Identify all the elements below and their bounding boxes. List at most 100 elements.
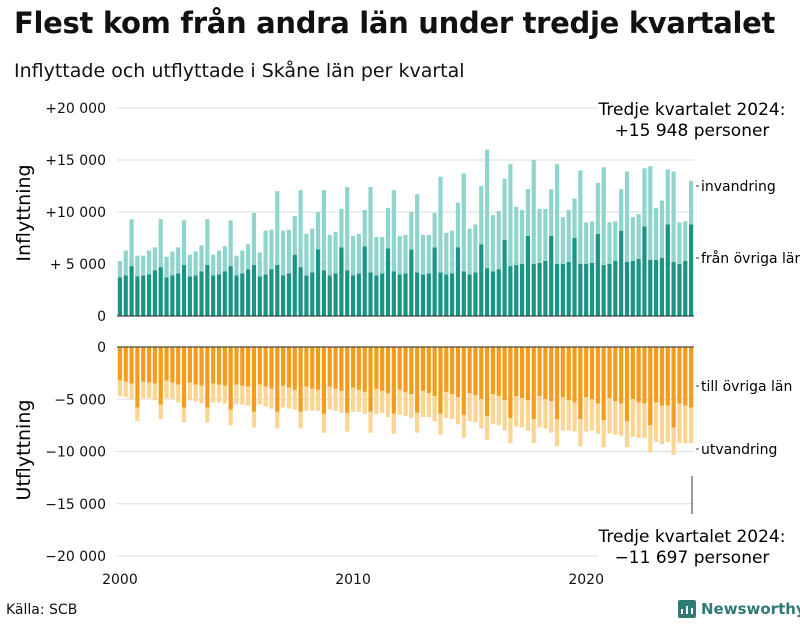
bar-out-foreign <box>484 415 490 441</box>
bar-out-domestic <box>636 347 641 403</box>
bar-out-foreign <box>438 413 443 435</box>
bar-out-foreign <box>619 403 624 436</box>
bar-out-foreign <box>444 391 449 419</box>
bar-in-domestic <box>595 233 600 316</box>
bar-out-foreign <box>671 427 676 455</box>
bar-out-domestic <box>677 347 682 404</box>
bar-in-foreign <box>362 209 367 247</box>
bar-in-foreign <box>484 149 490 269</box>
bar-in-domestic <box>327 275 332 316</box>
bar-out-domestic <box>659 347 665 406</box>
bar-out-domestic <box>502 347 507 401</box>
bar-out-foreign <box>531 419 536 444</box>
bar-out-domestic <box>543 347 548 400</box>
bar-in-domestic <box>438 272 443 316</box>
bar-in-domestic <box>310 272 315 316</box>
bar-out-foreign <box>350 387 356 412</box>
bar-in-foreign <box>146 250 152 275</box>
bar-out-foreign <box>601 420 606 448</box>
bar-out-domestic <box>292 347 297 390</box>
legend-label-till-ovriga-lan: till övriga län <box>701 379 792 395</box>
bar-in-foreign <box>281 230 286 276</box>
bar-in-domestic <box>117 277 123 316</box>
bar-in-foreign <box>578 170 583 264</box>
bar-in-foreign <box>455 202 461 248</box>
bar-in-foreign <box>374 236 379 276</box>
bar-out-domestic <box>461 347 466 415</box>
x-tick-label: 2000 <box>102 572 138 588</box>
bar-out-domestic <box>601 347 606 421</box>
bar-in-domestic <box>374 275 379 316</box>
bar-in-domestic <box>350 275 356 316</box>
legend-label-fran-ovriga-lan: från övriga län <box>701 250 800 267</box>
bar-in-domestic <box>519 264 525 316</box>
bar-in-domestic <box>514 265 519 316</box>
bar-out-domestic <box>234 347 239 385</box>
bar-in-domestic <box>496 269 501 316</box>
bar-in-domestic <box>199 271 204 316</box>
bar-in-foreign <box>117 260 123 278</box>
bar-out-foreign <box>304 386 309 411</box>
y-tick-label-in: 0 <box>97 309 106 325</box>
bar-out-foreign <box>251 411 257 428</box>
bar-out-domestic <box>496 347 501 397</box>
bar-out-foreign <box>240 385 245 405</box>
bar-out-domestic <box>205 347 210 408</box>
bar-in-domestic <box>193 275 198 316</box>
bar-out-domestic <box>187 347 192 383</box>
bar-in-foreign <box>380 236 385 274</box>
bar-out-foreign <box>514 396 519 427</box>
bar-out-domestic <box>490 347 496 395</box>
inflow-y-ticks: 0 + 5 000 +10 000 +15 000 +20 000 <box>45 101 106 325</box>
bar-in-domestic <box>619 230 624 316</box>
bar-in-domestic <box>584 264 589 316</box>
bar-in-foreign <box>566 209 571 262</box>
bar-in-domestic <box>380 273 385 316</box>
bar-in-domestic <box>665 224 670 316</box>
bar-out-foreign <box>397 389 402 415</box>
bar-out-domestic <box>321 347 327 414</box>
bar-in-domestic <box>263 274 268 316</box>
bar-out-foreign <box>688 407 694 444</box>
bar-out-foreign <box>636 402 641 438</box>
bar-in-domestic <box>415 272 420 316</box>
bar-in-domestic <box>630 260 635 316</box>
bar-out-foreign <box>385 392 391 418</box>
annotation-inflow: Tredje kvartalet 2024: +15 948 personer <box>598 97 785 141</box>
bar-out-foreign <box>607 398 612 434</box>
bar-in-foreign <box>438 176 443 273</box>
bar-out-foreign <box>525 400 530 431</box>
bar-in-domestic <box>385 248 391 316</box>
bar-out-foreign <box>205 407 210 423</box>
bar-in-foreign <box>181 220 187 266</box>
bar-out-domestic <box>281 347 286 386</box>
bar-in-foreign <box>642 168 647 227</box>
bar-out-domestic <box>228 347 233 410</box>
bar-in-domestic <box>211 275 216 316</box>
bar-out-domestic <box>350 347 356 388</box>
bar-in-domestic <box>502 240 507 316</box>
bar-out-foreign <box>141 381 146 399</box>
bar-out-foreign <box>222 385 227 404</box>
bar-in-domestic <box>251 265 257 316</box>
bar-out-domestic <box>164 347 169 381</box>
bar-out-foreign <box>409 394 414 419</box>
bar-in-domestic <box>607 264 612 316</box>
bar-out-foreign <box>543 399 548 429</box>
bar-out-foreign <box>298 411 303 429</box>
bar-out-domestic <box>519 347 525 399</box>
bar-in-domestic <box>467 274 472 316</box>
bar-out-domestic <box>257 347 262 385</box>
bar-in-foreign <box>170 251 175 276</box>
bar-in-domestic <box>170 275 175 316</box>
bar-out-domestic <box>339 347 344 391</box>
bar-in-foreign <box>327 234 332 276</box>
bar-out-foreign <box>455 397 461 425</box>
bar-in-foreign <box>659 200 665 258</box>
bar-in-foreign <box>560 217 565 264</box>
bar-out-foreign <box>135 407 140 422</box>
bar-out-domestic <box>683 347 688 406</box>
bar-out-foreign <box>426 392 431 418</box>
bar-in-domestic <box>473 272 478 316</box>
bar-out-domestic <box>391 347 396 414</box>
